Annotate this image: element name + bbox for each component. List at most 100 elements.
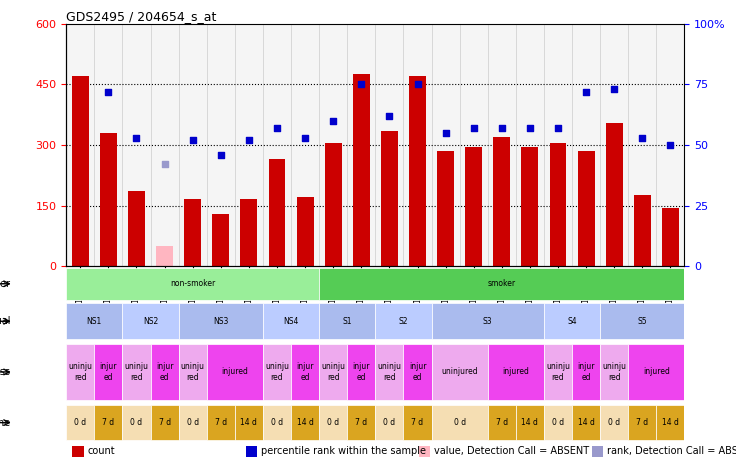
- FancyBboxPatch shape: [319, 268, 684, 300]
- Bar: [128, 191, 145, 266]
- Text: injured: injured: [503, 367, 529, 376]
- FancyBboxPatch shape: [235, 405, 263, 440]
- FancyBboxPatch shape: [544, 303, 600, 339]
- Text: S2: S2: [399, 317, 408, 326]
- Text: uninju
red: uninju red: [378, 362, 401, 382]
- FancyBboxPatch shape: [122, 405, 151, 440]
- Text: value, Detection Call = ABSENT: value, Detection Call = ABSENT: [434, 447, 590, 456]
- FancyBboxPatch shape: [263, 405, 291, 440]
- FancyBboxPatch shape: [600, 303, 684, 339]
- Text: NS2: NS2: [143, 317, 158, 326]
- FancyBboxPatch shape: [375, 344, 403, 400]
- Point: [580, 88, 592, 95]
- Text: other: other: [0, 279, 10, 289]
- FancyBboxPatch shape: [179, 303, 263, 339]
- Text: NS1: NS1: [87, 317, 102, 326]
- Text: uninju
red: uninju red: [124, 362, 149, 382]
- Text: uninju
red: uninju red: [321, 362, 345, 382]
- Point: [355, 81, 367, 88]
- FancyBboxPatch shape: [600, 405, 629, 440]
- FancyBboxPatch shape: [122, 344, 151, 400]
- Bar: [578, 151, 595, 266]
- FancyBboxPatch shape: [488, 405, 516, 440]
- Bar: [269, 159, 286, 266]
- FancyBboxPatch shape: [629, 344, 684, 400]
- Bar: [419, 446, 430, 457]
- Text: S3: S3: [483, 317, 492, 326]
- FancyBboxPatch shape: [600, 344, 629, 400]
- Text: 7 d: 7 d: [496, 418, 508, 427]
- Text: 14 d: 14 d: [241, 418, 258, 427]
- Text: 0 d: 0 d: [271, 418, 283, 427]
- Point: [439, 129, 451, 137]
- FancyBboxPatch shape: [291, 405, 319, 440]
- FancyBboxPatch shape: [94, 405, 122, 440]
- FancyBboxPatch shape: [66, 303, 122, 339]
- Text: 0 d: 0 d: [552, 418, 564, 427]
- Text: 0 d: 0 d: [608, 418, 620, 427]
- Text: injur
ed: injur ed: [353, 362, 370, 382]
- Point: [524, 124, 536, 132]
- Text: uninju
red: uninju red: [602, 362, 626, 382]
- Point: [187, 137, 199, 144]
- Text: uninju
red: uninju red: [265, 362, 289, 382]
- Text: count: count: [88, 447, 116, 456]
- FancyBboxPatch shape: [179, 344, 207, 400]
- Text: rank, Detection Call = ABSENT: rank, Detection Call = ABSENT: [607, 447, 736, 456]
- FancyBboxPatch shape: [319, 303, 375, 339]
- Text: stress: stress: [0, 367, 10, 377]
- FancyBboxPatch shape: [122, 303, 179, 339]
- Text: uninju
red: uninju red: [546, 362, 570, 382]
- Point: [243, 137, 255, 144]
- Bar: [381, 131, 398, 266]
- FancyBboxPatch shape: [66, 268, 319, 300]
- FancyBboxPatch shape: [179, 405, 207, 440]
- Bar: [592, 446, 603, 457]
- Text: individual: individual: [0, 316, 10, 326]
- Text: injured: injured: [643, 367, 670, 376]
- Text: uninju
red: uninju red: [68, 362, 92, 382]
- Text: 0 d: 0 d: [327, 418, 339, 427]
- Point: [552, 124, 564, 132]
- FancyBboxPatch shape: [403, 344, 431, 400]
- FancyBboxPatch shape: [375, 303, 431, 339]
- Text: injur
ed: injur ed: [156, 362, 174, 382]
- Bar: [325, 143, 342, 266]
- Point: [468, 124, 480, 132]
- FancyBboxPatch shape: [431, 405, 488, 440]
- FancyBboxPatch shape: [657, 405, 684, 440]
- Point: [665, 141, 676, 149]
- Text: GDS2495 / 204654_s_at: GDS2495 / 204654_s_at: [66, 9, 216, 23]
- Text: 7 d: 7 d: [215, 418, 227, 427]
- Bar: [465, 147, 482, 266]
- Point: [383, 112, 395, 119]
- Point: [411, 81, 423, 88]
- Text: S4: S4: [567, 317, 577, 326]
- Text: percentile rank within the sample: percentile rank within the sample: [261, 447, 426, 456]
- Bar: [493, 137, 510, 266]
- Text: 14 d: 14 d: [578, 418, 595, 427]
- Text: uninjured: uninjured: [442, 367, 478, 376]
- Bar: [184, 200, 201, 266]
- Text: 14 d: 14 d: [297, 418, 314, 427]
- Bar: [213, 214, 229, 266]
- Text: NS3: NS3: [213, 317, 228, 326]
- Text: non-smoker: non-smoker: [170, 279, 216, 288]
- FancyBboxPatch shape: [207, 405, 235, 440]
- Text: NS4: NS4: [283, 317, 299, 326]
- FancyBboxPatch shape: [263, 344, 291, 400]
- FancyBboxPatch shape: [375, 405, 403, 440]
- Point: [328, 117, 339, 125]
- Bar: [297, 198, 314, 266]
- Point: [609, 85, 620, 93]
- Text: 0 d: 0 d: [453, 418, 466, 427]
- Bar: [100, 133, 117, 266]
- FancyBboxPatch shape: [431, 344, 488, 400]
- FancyBboxPatch shape: [66, 405, 94, 440]
- Bar: [437, 151, 454, 266]
- Text: 0 d: 0 d: [383, 418, 395, 427]
- Point: [130, 134, 142, 141]
- Text: smoker: smoker: [488, 279, 516, 288]
- FancyBboxPatch shape: [263, 303, 319, 339]
- Text: S1: S1: [342, 317, 352, 326]
